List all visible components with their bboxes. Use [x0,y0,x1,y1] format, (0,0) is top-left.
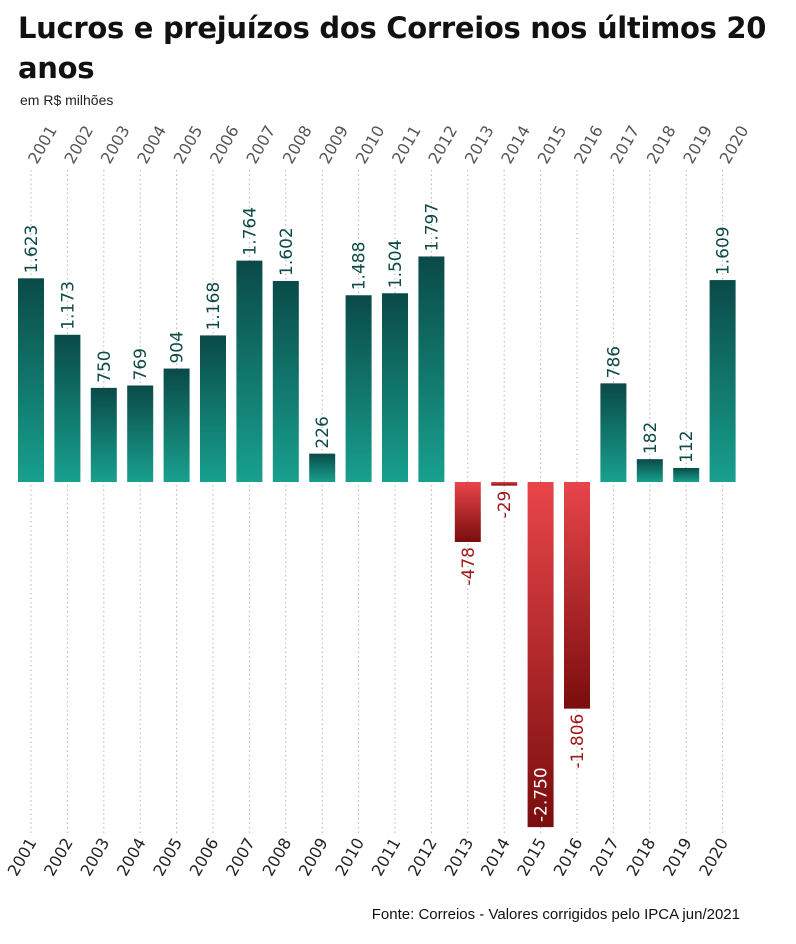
bar [236,260,263,482]
year-label-top: 2020 [716,122,753,167]
value-label: -1.806 [568,714,588,769]
year-label-top: 2019 [679,122,716,167]
bar [309,453,336,482]
year-label-top: 2015 [534,122,571,167]
year-label-top: 2004 [133,122,170,167]
value-label: 112 [677,430,697,462]
value-label: -29 [495,491,515,519]
value-label: 226 [313,416,333,448]
year-label-top: 2011 [388,122,425,167]
year-label-bottom: 2018 [622,835,659,880]
bar [18,278,44,482]
value-label: 750 [95,350,115,382]
bar [200,335,226,482]
bar [600,383,627,482]
year-label-bottom: 2002 [40,835,77,880]
value-label: 786 [604,346,624,378]
value-label: 1.504 [386,240,406,289]
year-label-bottom: 2003 [76,835,113,880]
year-label-bottom: 2015 [513,835,550,880]
year-label-top: 2008 [279,122,316,167]
value-label: 769 [131,348,151,380]
year-label-bottom: 2019 [659,835,696,880]
year-label-top: 2016 [570,122,607,167]
chart-subtitle: em R$ milhões [20,92,114,108]
value-label: 904 [168,331,188,363]
year-label-top: 2013 [461,122,498,167]
year-label-top: 2012 [424,122,461,167]
year-label-bottom: 2014 [477,835,514,880]
year-label-top: 2007 [242,122,279,167]
year-label-bottom: 2010 [331,835,368,880]
value-label: 1.609 [714,226,734,275]
year-label-top: 2006 [206,122,243,167]
year-label-top: 2010 [352,122,389,167]
year-label-bottom: 2016 [550,835,587,880]
year-label-bottom: 2011 [368,835,405,880]
value-label: 1.173 [58,281,78,330]
value-label: 182 [641,422,661,454]
value-label: 1.764 [240,207,260,256]
year-label-bottom: 2009 [295,835,332,880]
value-label: -478 [459,547,479,586]
bar [709,280,736,482]
value-label: 1.488 [350,242,370,291]
year-label-bottom: 2020 [695,835,732,880]
bar [54,334,81,482]
value-label: 1.168 [204,282,224,331]
bar [418,256,445,482]
year-label-top: 2014 [497,122,534,167]
year-label-top: 2018 [643,122,680,167]
bar [673,467,700,482]
value-label: 1.797 [422,203,442,252]
year-label-top: 2001 [24,122,61,167]
bar [454,482,481,542]
value-label: 1.623 [22,225,42,274]
chart-title: Lucros e prejuízos dos Correios nos últi… [18,11,767,85]
bar [90,387,117,482]
source-note: Fonte: Correios - Valores corrigidos pel… [371,906,740,923]
year-label-bottom: 2008 [258,835,295,880]
bar [272,280,299,482]
year-label-top: 2002 [60,122,97,167]
year-label-bottom: 2004 [113,835,150,880]
year-label-top: 2005 [170,122,207,167]
year-label-top: 2017 [606,122,643,167]
year-label-bottom: 2005 [149,835,186,880]
year-label-bottom: 2017 [586,835,623,880]
year-label-bottom: 2013 [440,835,477,880]
bar [564,482,590,709]
value-label: -2.750 [532,767,552,822]
bar [636,459,663,482]
value-label: 1.602 [277,227,297,276]
bar [527,482,554,828]
bar [345,295,372,482]
year-label-bottom: 2006 [186,835,223,880]
bar [163,368,190,482]
year-label-top: 2009 [315,122,352,167]
year-label-bottom: 2007 [222,835,259,880]
year-label-bottom: 2001 [4,835,41,880]
bar [127,385,154,482]
year-label-top: 2003 [97,122,134,167]
year-label-bottom: 2012 [404,835,441,880]
bar [382,293,408,482]
bar [491,482,518,486]
